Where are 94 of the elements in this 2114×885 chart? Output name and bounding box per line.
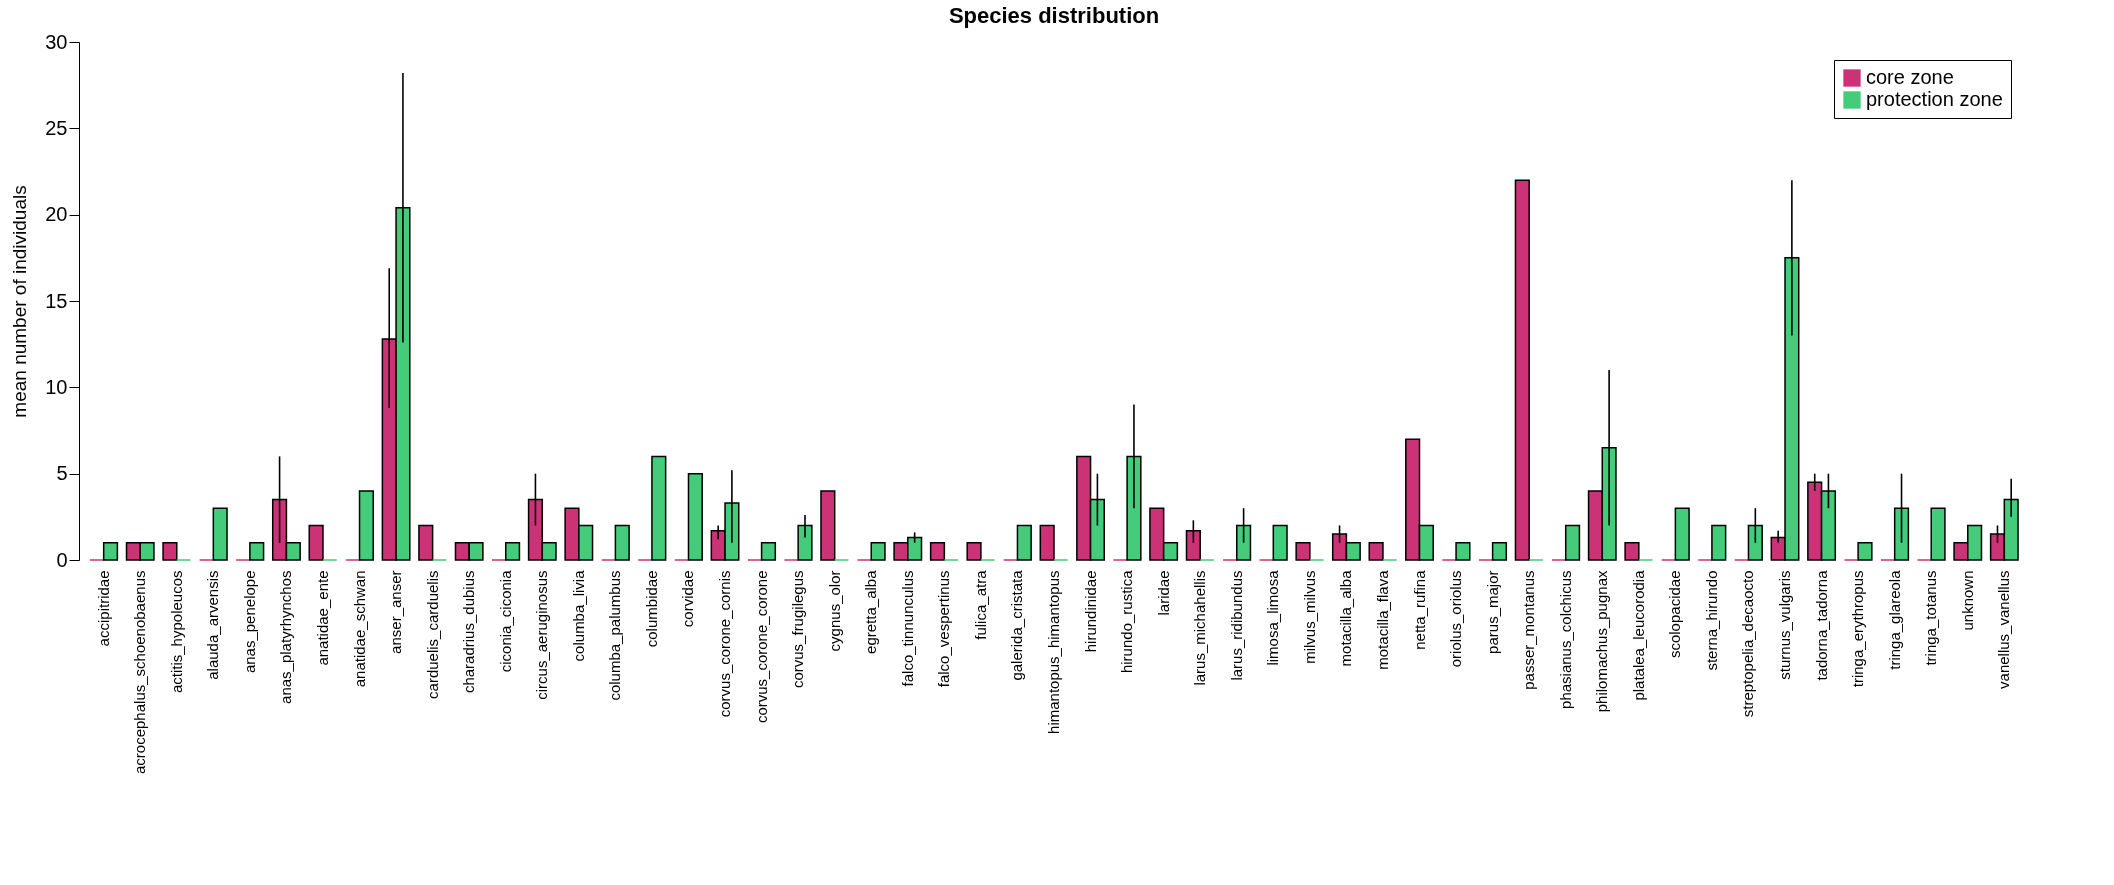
- y-tick-label: 10: [45, 375, 68, 398]
- x-tick-label: corvus_corone_cornis: [716, 570, 734, 718]
- x-tick-label: motacilla_alba: [1337, 569, 1355, 667]
- x-tick-label: netta_rufina: [1410, 569, 1428, 650]
- x-tick-label: scolopacidae: [1666, 570, 1684, 659]
- bar: [1624, 541, 1640, 561]
- bar: [614, 524, 630, 561]
- bar: [966, 541, 982, 561]
- bar: [687, 472, 703, 561]
- x-tick-label: galerida_cristata: [1008, 569, 1026, 681]
- x-tick-label: tringa_totanus: [1922, 570, 1940, 666]
- x-tick-label: actitis_hypoleucos: [167, 570, 185, 694]
- x-tick-label: anatidae_schwan: [350, 570, 368, 688]
- x-tick-label: tringa_glareola: [1885, 569, 1903, 670]
- bar: [820, 490, 836, 561]
- bar: [1674, 507, 1690, 561]
- x-tick-label: limosa_limosa: [1264, 569, 1282, 666]
- x-tick-label: columba_livia: [569, 569, 587, 662]
- x-tick-label: vanellus_vanellus: [1995, 570, 2013, 689]
- bar: [102, 541, 119, 561]
- x-tick-label: platalea_leucorodia: [1629, 569, 1647, 701]
- bar: [651, 455, 667, 561]
- y-tick-label: 30: [45, 30, 68, 53]
- x-tick-label: alauda_arvensis: [204, 570, 222, 680]
- x-tick-label: tadorna_tadorna: [1812, 569, 1830, 681]
- x-tick-label: milvus_milvus: [1300, 570, 1318, 664]
- y-tick-label: 0: [56, 548, 68, 571]
- bar: [504, 541, 521, 561]
- bar: [1368, 541, 1384, 561]
- x-tick-label: oriolus_oriolus: [1447, 570, 1465, 668]
- x-tick-label: streptopelia_decaocto: [1739, 570, 1757, 718]
- bar: [1711, 524, 1727, 561]
- bar: [1272, 524, 1288, 561]
- x-tick-label: circus_aeruginosus: [533, 570, 551, 700]
- bar: [1455, 541, 1471, 561]
- x-tick-label: larus_ridibundus: [1227, 570, 1245, 681]
- x-tick-label: passer_montanus: [1520, 570, 1538, 690]
- x-tick-label: hirundo_rustica: [1118, 569, 1136, 674]
- x-tick-label: ciconia_ciconia: [496, 569, 514, 673]
- legend-label: protection zone: [1866, 88, 2003, 110]
- bar: [358, 490, 374, 561]
- bar: [1564, 524, 1581, 561]
- x-tick-label: philomachus_pugnax: [1593, 570, 1611, 713]
- y-tick-label: 20: [45, 203, 68, 226]
- bar: [760, 541, 777, 561]
- bar: [1857, 541, 1873, 561]
- x-tick-label: anatidae_ente: [313, 570, 331, 666]
- bar: [870, 541, 886, 561]
- x-tick-label: egretta_alba: [862, 569, 880, 654]
- x-tick-label: cygnus_olor: [825, 570, 843, 652]
- x-tick-label: acrocephalus_schoenobaenus: [131, 570, 149, 774]
- x-tick-label: corvus_frugilegus: [789, 570, 807, 689]
- x-tick-label: hirundinidae: [1081, 570, 1099, 653]
- x-tick-label: anas_platyrhynchos: [277, 570, 295, 704]
- bar: [929, 541, 946, 561]
- bar: [1039, 524, 1055, 561]
- chart-title: Species distribution: [948, 3, 1160, 28]
- legend-label: core zone: [1866, 66, 1954, 88]
- x-tick-label: anas_penelope: [240, 570, 258, 674]
- y-tick-label: 25: [45, 116, 68, 139]
- bar: [308, 524, 324, 561]
- y-tick-label: 15: [45, 289, 68, 312]
- y-tick-label: 5: [56, 462, 68, 485]
- x-tick-label: columba_palumbus: [606, 570, 624, 701]
- x-tick-label: columbidae: [642, 570, 660, 648]
- x-tick-label: himantopus_himantopus: [1045, 570, 1062, 734]
- bar: [249, 541, 265, 561]
- bar: [418, 524, 434, 561]
- x-tick-label: motacilla_flava: [1373, 569, 1391, 670]
- x-tick-label: corvidae: [679, 570, 697, 628]
- x-tick-label: falco_vespertinus: [935, 570, 953, 688]
- x-tick-label: tringa_erythropus: [1849, 570, 1867, 688]
- x-tick-label: fulica_atra: [971, 569, 989, 640]
- x-tick-label: carduelis_carduelis: [423, 570, 441, 699]
- x-tick-label: phasianus_colchicus: [1556, 570, 1574, 709]
- x-tick-label: corvus_corone_corone: [752, 570, 770, 724]
- bar: [1514, 179, 1530, 561]
- x-tick-label: sterna_hirundo: [1702, 570, 1720, 671]
- bar: [1016, 524, 1032, 561]
- x-tick-label: unknown: [1958, 570, 1976, 631]
- x-tick-label: accipitridae: [94, 570, 112, 647]
- bar: [1295, 541, 1311, 561]
- x-tick-label: parus_major: [1483, 570, 1501, 654]
- x-tick-label: falco_tinnunculus: [898, 570, 916, 687]
- x-tick-label: anser_anser: [387, 570, 405, 654]
- x-tick-label: larus_michahellis: [1191, 570, 1209, 686]
- bar: [212, 507, 228, 561]
- x-tick-label: charadrius_dubius: [460, 570, 478, 694]
- bar: [1491, 541, 1508, 561]
- y-axis-title: mean number of individuals: [9, 185, 31, 418]
- x-tick-label: laridae: [1154, 570, 1172, 616]
- bar: [1930, 507, 1946, 561]
- bar: [162, 541, 178, 561]
- x-tick-label: sturnus_vulgaris: [1776, 570, 1794, 680]
